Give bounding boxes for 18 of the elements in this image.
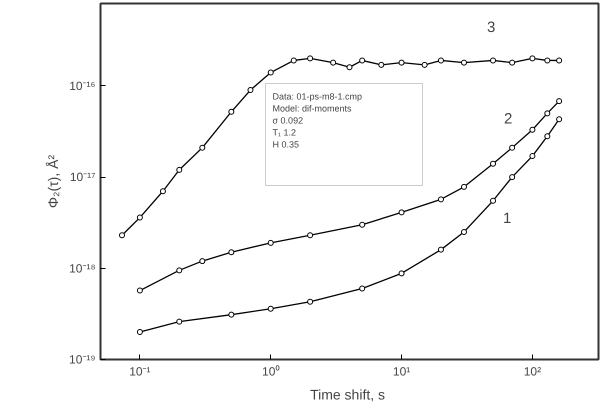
- x-tick-label: 10²: [524, 364, 542, 378]
- y-tick-label: 10⁻¹⁷: [70, 170, 96, 184]
- y-tick-label: 10⁻¹⁸: [69, 261, 96, 276]
- series-label: 1: [502, 210, 512, 227]
- y-axis-title: Φ₂(τ), Å²: [45, 154, 62, 208]
- annotation: H 0.35: [272, 140, 300, 150]
- x-tick-label: 10¹: [392, 364, 410, 378]
- annotation: σ 0.092: [272, 116, 304, 126]
- annotation: T₁ 1.2: [272, 128, 296, 138]
- series-label: 2: [504, 110, 512, 128]
- x-tick-label: 10⁻¹: [129, 364, 151, 378]
- x-tick-label: 10⁰: [262, 364, 280, 378]
- y-tick-label: 10⁻¹⁶: [69, 78, 96, 93]
- series-label: 3: [486, 18, 496, 36]
- y-tick-label: 10⁻¹⁹: [69, 352, 96, 366]
- annotation: Data: 01-ps-m8-1.cmp: [272, 92, 362, 102]
- x-axis-title: Time shift, s: [310, 386, 386, 402]
- annotation: Model: dif-moments: [272, 104, 352, 114]
